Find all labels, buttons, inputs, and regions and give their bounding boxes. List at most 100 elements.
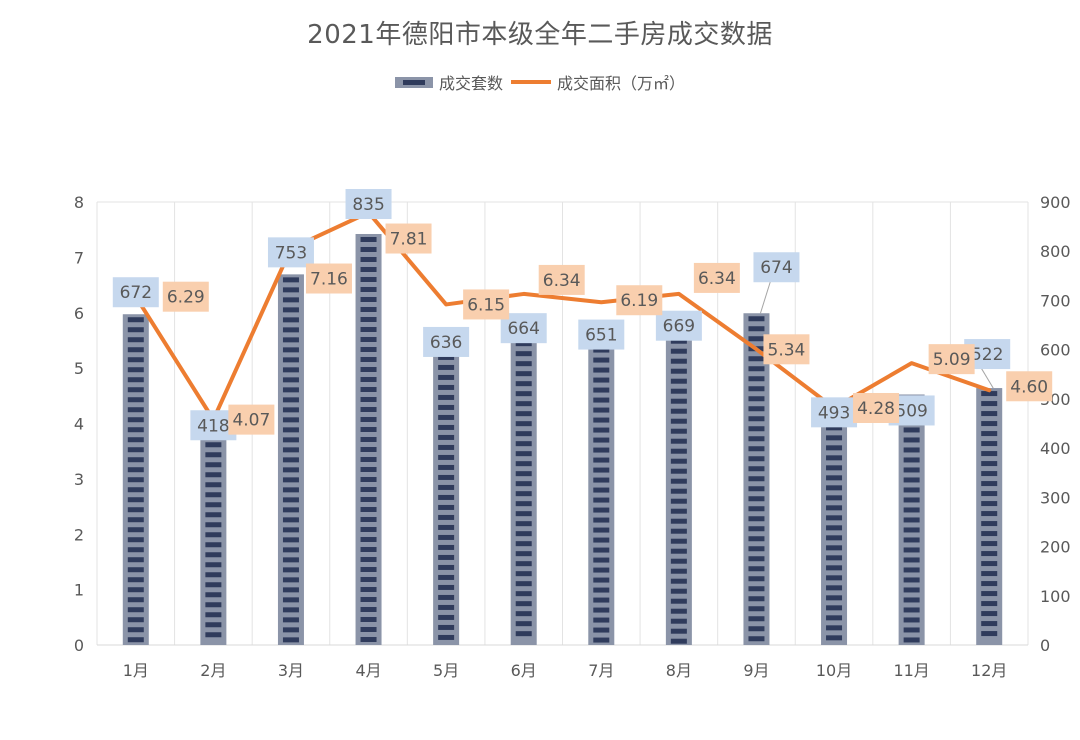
bar-segment xyxy=(360,526,377,532)
bar-data-label-bg xyxy=(267,237,314,268)
bar-data-label: 493 xyxy=(811,397,858,428)
bar-segment xyxy=(981,521,998,527)
bar-segment xyxy=(515,611,532,617)
bar-segment xyxy=(593,597,610,603)
bar-segment xyxy=(903,447,920,453)
bar-segment xyxy=(593,527,610,533)
bar-segment xyxy=(593,417,610,423)
bar-segment xyxy=(515,431,532,437)
line-data-label-bg xyxy=(538,264,585,295)
bar-segment xyxy=(282,617,299,623)
bar-segment xyxy=(127,407,144,413)
y-left-tick-label: 8 xyxy=(74,193,84,212)
bar-segment xyxy=(670,378,687,384)
bar-segment xyxy=(360,346,377,352)
bar-segment xyxy=(127,427,144,433)
bar-segment xyxy=(826,425,843,431)
bar-segment xyxy=(127,417,144,423)
bar-segment xyxy=(593,617,610,623)
bar-segment xyxy=(515,541,532,547)
bar-segment xyxy=(360,366,377,372)
line-data-label-text: 6.34 xyxy=(543,271,581,291)
bar-segment xyxy=(438,524,455,530)
bar-segment xyxy=(282,577,299,583)
bar-segment xyxy=(282,467,299,473)
bar-segment xyxy=(282,497,299,503)
bar-segment xyxy=(670,388,687,394)
bar-data-label-text: 674 xyxy=(760,258,792,278)
bar-segment xyxy=(205,602,222,608)
line-data-label-bg xyxy=(693,262,740,293)
bar-segment xyxy=(903,457,920,463)
bar-segment xyxy=(515,471,532,477)
bar-segment xyxy=(903,437,920,443)
bar-segment xyxy=(360,396,377,402)
x-tick-label: 7月 xyxy=(588,661,614,680)
bar-segment xyxy=(515,381,532,387)
bar-segment xyxy=(438,564,455,570)
bar-segment xyxy=(515,411,532,417)
bar-data-label-bg xyxy=(112,277,159,308)
bar-segment xyxy=(205,622,222,628)
bar-segment xyxy=(438,364,455,370)
bar-segment xyxy=(360,586,377,592)
bar-segment xyxy=(670,578,687,584)
y-right-tick-label: 100 xyxy=(1040,587,1071,606)
bar-segment xyxy=(360,626,377,632)
bar-segment xyxy=(438,604,455,610)
bar-segment xyxy=(593,447,610,453)
bar-segment xyxy=(670,508,687,514)
bar-segment xyxy=(438,544,455,550)
bar-segment xyxy=(360,306,377,312)
bar-segment xyxy=(127,547,144,553)
bar-segment xyxy=(438,494,455,500)
bar-segment xyxy=(748,626,765,632)
bar-segment xyxy=(282,427,299,433)
bar-segment xyxy=(670,468,687,474)
bar-segment xyxy=(748,546,765,552)
bar-segment xyxy=(748,486,765,492)
bar-segment xyxy=(282,537,299,543)
bar-segment xyxy=(282,477,299,483)
bar-segment xyxy=(360,356,377,362)
bar-segment xyxy=(515,581,532,587)
bar-data-label: 636 xyxy=(423,326,470,357)
bar-segment xyxy=(127,387,144,393)
bar-segment xyxy=(670,448,687,454)
bar-segment xyxy=(748,436,765,442)
bar-segment xyxy=(515,441,532,447)
bar-segment xyxy=(670,408,687,414)
bar-segment xyxy=(593,467,610,473)
bar-segment xyxy=(282,517,299,523)
bar-segment xyxy=(670,398,687,404)
bar-segment xyxy=(127,317,144,323)
bar-segment xyxy=(360,496,377,502)
line-data-label: 4.07 xyxy=(228,404,275,435)
bar-segment xyxy=(981,571,998,577)
bar-segment xyxy=(205,462,222,468)
bar-segment xyxy=(127,447,144,453)
bar-segment xyxy=(748,566,765,572)
line-data-label-text: 6.29 xyxy=(167,288,205,308)
bar-data-label-bg xyxy=(578,319,625,350)
y-left-tick-label: 4 xyxy=(74,415,84,434)
bar-segment xyxy=(127,357,144,363)
bar-segment xyxy=(360,406,377,412)
bar xyxy=(200,439,227,645)
bar-segment xyxy=(205,482,222,488)
line-data-label-bg xyxy=(1006,371,1053,402)
bar-segment xyxy=(127,587,144,593)
bar-segment xyxy=(205,532,222,538)
line-data-label: 6.29 xyxy=(162,281,209,312)
bar-segment xyxy=(981,391,998,397)
line-data-label: 4.60 xyxy=(1006,371,1053,402)
line-data-label-text: 5.34 xyxy=(768,340,806,360)
line-data-label-bg xyxy=(616,285,663,316)
y-left-tick-label: 1 xyxy=(74,581,84,600)
line-data-label-bg xyxy=(763,334,810,365)
bar-segment xyxy=(981,581,998,587)
bar-segment xyxy=(282,307,299,313)
bar-segment xyxy=(515,501,532,507)
bar-segment xyxy=(903,537,920,543)
